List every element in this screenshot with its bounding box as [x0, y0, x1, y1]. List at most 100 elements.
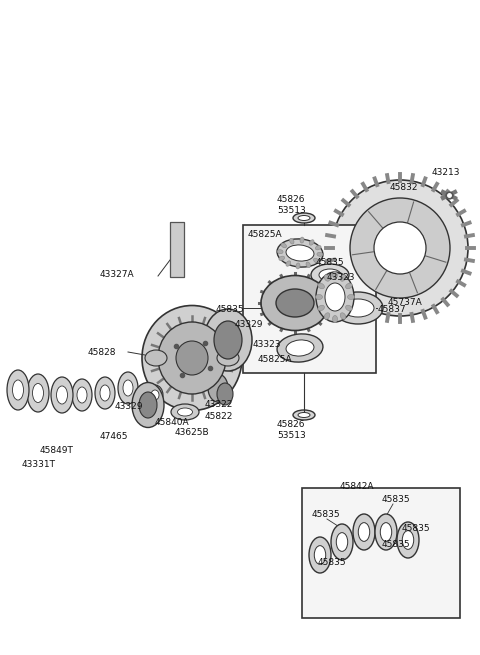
- Ellipse shape: [336, 533, 348, 552]
- Ellipse shape: [208, 374, 228, 402]
- Ellipse shape: [176, 341, 208, 375]
- Ellipse shape: [311, 264, 349, 286]
- Ellipse shape: [293, 213, 315, 223]
- Ellipse shape: [158, 322, 226, 394]
- Ellipse shape: [375, 514, 397, 550]
- Text: 45835: 45835: [216, 305, 245, 314]
- Ellipse shape: [217, 383, 233, 405]
- Ellipse shape: [313, 258, 319, 263]
- Text: 45835: 45835: [402, 524, 431, 533]
- Ellipse shape: [276, 289, 314, 317]
- Text: 45825A: 45825A: [258, 355, 293, 364]
- Ellipse shape: [353, 514, 375, 550]
- Ellipse shape: [318, 283, 324, 289]
- Bar: [302, 488, 460, 618]
- Ellipse shape: [315, 295, 323, 299]
- Text: 45835: 45835: [382, 540, 410, 549]
- Ellipse shape: [277, 239, 323, 267]
- Ellipse shape: [402, 531, 414, 550]
- Text: 45822: 45822: [205, 412, 233, 421]
- Ellipse shape: [306, 262, 311, 268]
- Ellipse shape: [358, 523, 370, 542]
- Text: 45826: 45826: [277, 420, 305, 429]
- Ellipse shape: [325, 283, 345, 311]
- Ellipse shape: [12, 380, 24, 400]
- Text: 45840A: 45840A: [155, 418, 190, 427]
- Text: 43323: 43323: [327, 273, 356, 282]
- Ellipse shape: [286, 261, 291, 266]
- Ellipse shape: [380, 523, 392, 542]
- Ellipse shape: [279, 256, 285, 261]
- Ellipse shape: [331, 524, 353, 560]
- Ellipse shape: [318, 305, 324, 310]
- Ellipse shape: [33, 383, 44, 403]
- Ellipse shape: [332, 180, 468, 316]
- Text: 53513: 53513: [277, 431, 306, 440]
- Ellipse shape: [145, 350, 167, 366]
- Ellipse shape: [281, 243, 287, 248]
- Ellipse shape: [314, 546, 326, 565]
- Ellipse shape: [342, 299, 374, 317]
- Text: 45737A: 45737A: [388, 298, 423, 307]
- Text: 43331T: 43331T: [22, 460, 56, 469]
- Ellipse shape: [350, 198, 450, 298]
- Ellipse shape: [300, 237, 304, 243]
- Ellipse shape: [77, 387, 87, 403]
- Text: 45835: 45835: [382, 495, 410, 504]
- Text: 45849T: 45849T: [40, 446, 74, 455]
- Ellipse shape: [178, 408, 192, 416]
- Ellipse shape: [72, 379, 92, 411]
- Ellipse shape: [346, 283, 352, 289]
- Text: 45835: 45835: [312, 510, 341, 519]
- Ellipse shape: [397, 522, 419, 558]
- Text: 43213: 43213: [432, 168, 460, 177]
- Ellipse shape: [204, 309, 252, 371]
- Ellipse shape: [348, 295, 355, 299]
- Text: 45828: 45828: [88, 348, 117, 357]
- Ellipse shape: [118, 372, 138, 404]
- Ellipse shape: [340, 313, 346, 320]
- Text: 43322: 43322: [205, 400, 233, 409]
- Ellipse shape: [57, 386, 68, 404]
- Ellipse shape: [333, 272, 337, 278]
- Text: 45826: 45826: [277, 195, 305, 204]
- Ellipse shape: [319, 269, 341, 281]
- Ellipse shape: [317, 252, 323, 256]
- Ellipse shape: [316, 272, 354, 322]
- Text: 45835: 45835: [316, 258, 345, 267]
- Text: 43323: 43323: [253, 340, 281, 349]
- Ellipse shape: [139, 392, 157, 418]
- Ellipse shape: [214, 321, 242, 359]
- Ellipse shape: [123, 380, 133, 396]
- Ellipse shape: [324, 274, 330, 281]
- Bar: [170, 222, 184, 277]
- Ellipse shape: [7, 370, 29, 410]
- Text: 45842A: 45842A: [340, 482, 374, 491]
- Ellipse shape: [289, 238, 294, 244]
- Ellipse shape: [309, 537, 331, 573]
- Ellipse shape: [346, 305, 352, 310]
- Ellipse shape: [286, 340, 314, 356]
- Ellipse shape: [51, 377, 73, 413]
- Bar: [243, 225, 376, 373]
- Text: 45825A: 45825A: [248, 230, 283, 239]
- Text: 45837: 45837: [378, 305, 407, 314]
- Text: 43329: 43329: [235, 320, 264, 329]
- Ellipse shape: [315, 246, 321, 250]
- Ellipse shape: [340, 274, 346, 281]
- Text: 47465: 47465: [100, 432, 129, 441]
- Text: 43625B: 43625B: [175, 428, 210, 437]
- Text: 43327A: 43327A: [100, 270, 134, 279]
- Ellipse shape: [324, 313, 330, 320]
- Ellipse shape: [100, 385, 110, 401]
- Ellipse shape: [132, 383, 164, 428]
- Ellipse shape: [277, 334, 323, 362]
- Ellipse shape: [298, 215, 310, 221]
- Ellipse shape: [147, 385, 163, 405]
- Ellipse shape: [296, 263, 300, 269]
- Ellipse shape: [142, 305, 242, 411]
- Ellipse shape: [286, 245, 314, 261]
- Ellipse shape: [217, 350, 239, 366]
- Ellipse shape: [333, 292, 383, 324]
- Ellipse shape: [309, 240, 314, 245]
